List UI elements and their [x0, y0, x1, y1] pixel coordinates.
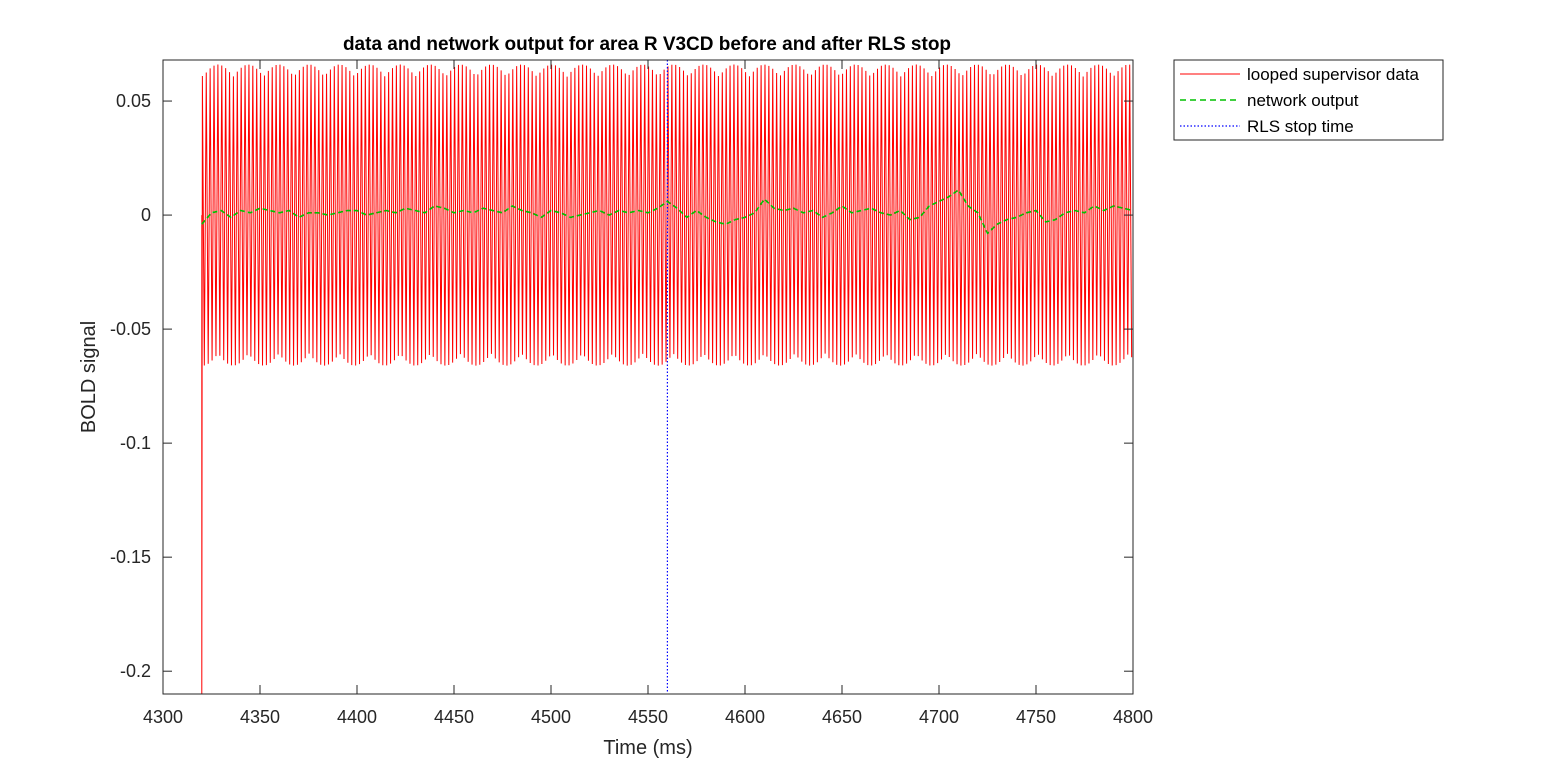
- y-tick-label: -0.15: [110, 547, 151, 567]
- y-tick-label: -0.1: [120, 433, 151, 453]
- legend: looped supervisor data network output RL…: [1173, 59, 1444, 141]
- legend-box: [1173, 59, 1444, 141]
- series-line-network-output: [201, 188, 1133, 235]
- legend-label-rls-stop-time: RLS stop time: [1247, 117, 1354, 136]
- series-line-looped-supervisor-data: [201, 64, 1133, 694]
- y-tick-label: -0.05: [110, 319, 151, 339]
- y-tick-label: 0.05: [116, 91, 151, 111]
- x-axis-label: Time (ms): [603, 737, 692, 759]
- x-tick-label: 4400: [337, 707, 377, 727]
- x-tick-label: 4450: [434, 707, 474, 727]
- y-tick-label: -0.2: [120, 661, 151, 681]
- x-tick-label: 4700: [919, 707, 959, 727]
- legend-label-looped-supervisor-data: looped supervisor data: [1247, 65, 1420, 84]
- x-axis-ticks: 4300 4350 4400 4450 4500 4550 4600 4650 4700 4750…: [143, 60, 1153, 727]
- x-tick-label: 4300: [143, 707, 183, 727]
- y-axis-ticks: -0.2 -0.15 -0.1 -0.05 0 0.05: [110, 91, 1133, 681]
- x-tick-label: 4500: [531, 707, 571, 727]
- x-tick-label: 4550: [628, 707, 668, 727]
- x-tick-label: 4600: [725, 707, 765, 727]
- y-tick-label: 0: [141, 205, 151, 225]
- x-tick-label: 4800: [1113, 707, 1153, 727]
- x-tick-label: 4350: [240, 707, 280, 727]
- x-tick-label: 4750: [1016, 707, 1056, 727]
- data-layer: [201, 60, 1133, 694]
- x-tick-label: 4650: [822, 707, 862, 727]
- y-axis-label: BOLD signal: [78, 321, 100, 433]
- legend-label-network-output: network output: [1247, 91, 1359, 110]
- chart-title: data and network output for area R V3CD …: [343, 34, 951, 55]
